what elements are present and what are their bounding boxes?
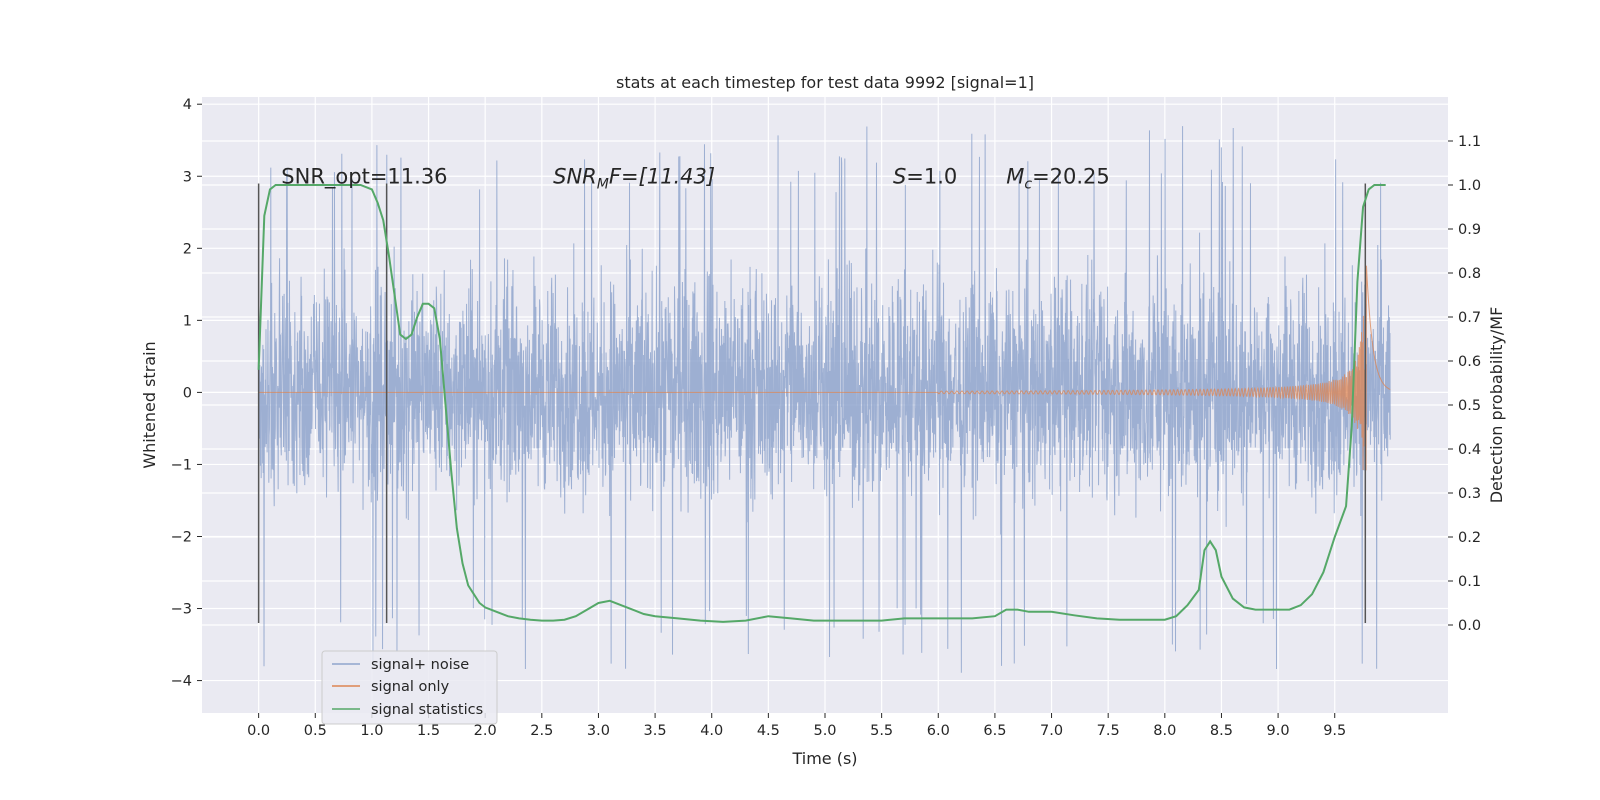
x-tick-label-5: 2.5 bbox=[530, 723, 553, 739]
series-signal-statistics bbox=[257, 184, 1386, 623]
x-tick-label-14: 7.0 bbox=[1040, 723, 1063, 739]
x-tick-label-11: 5.5 bbox=[870, 723, 893, 739]
x-tick-label-19: 9.5 bbox=[1323, 723, 1346, 739]
y2-tick-label-1: 0.1 bbox=[1458, 574, 1481, 590]
legend: signal+ noise signal only signal statist… bbox=[321, 650, 498, 725]
annotation-1-tail: F=[11.43] bbox=[609, 164, 715, 188]
annotation-2-main: S bbox=[893, 164, 906, 188]
x-axis-ticks: 0.0 0.5 1.0 1.5 2.0 2.5 3.0 3.5 4.0 4.5 5.0 5.5 6.0 6… bbox=[247, 713, 1346, 739]
y2-tick-label-0: 0.0 bbox=[1458, 618, 1481, 634]
y-tick-label-2: −2 bbox=[171, 529, 192, 545]
y2-tick-label-10: 1.0 bbox=[1458, 178, 1481, 194]
annotation-2-tail: =1.0 bbox=[906, 164, 957, 188]
y2-tick-label-9: 0.9 bbox=[1458, 222, 1481, 238]
y2-tick-label-2: 0.2 bbox=[1458, 530, 1481, 546]
legend-label-signal-statistics: signal statistics bbox=[371, 702, 483, 718]
y-tick-label-0: −4 bbox=[171, 674, 192, 690]
x-tick-label-17: 8.5 bbox=[1210, 723, 1233, 739]
y-tick-label-1: −3 bbox=[171, 602, 192, 618]
x-tick-label-3: 1.5 bbox=[417, 723, 440, 739]
y-tick-label-8: 4 bbox=[183, 97, 192, 113]
signal-only-trace bbox=[258, 265, 1391, 471]
y-tick-label-6: 2 bbox=[183, 241, 192, 257]
x-tick-label-8: 4.0 bbox=[700, 723, 723, 739]
annotation-0-main: SNR_opt=11.36 bbox=[281, 164, 447, 189]
series-signal-only bbox=[258, 265, 1391, 471]
x-tick-label-4: 2.0 bbox=[474, 723, 497, 739]
x-axis-label: Time (s) bbox=[791, 749, 857, 768]
y-tick-label-3: −1 bbox=[171, 457, 192, 473]
legend-box bbox=[321, 650, 498, 725]
x-tick-label-18: 9.0 bbox=[1267, 723, 1290, 739]
annotations: SNR_opt=11.36 SNRMF=[11.43] S=1.0 Mc=20.25 bbox=[281, 164, 1109, 192]
chart-title: stats at each timestep for test data 999… bbox=[616, 73, 1034, 92]
y-tick-label-4: 0 bbox=[183, 385, 192, 401]
x-tick-label-7: 3.5 bbox=[644, 723, 667, 739]
vertical-markers bbox=[257, 183, 1367, 623]
x-tick-label-2: 1.0 bbox=[360, 723, 383, 739]
annotation-2: S=1.0 bbox=[893, 164, 957, 188]
annotation-1-sub: M bbox=[597, 176, 609, 192]
annotation-0: SNR_opt=11.36 bbox=[281, 164, 447, 189]
signal-statistics-trace bbox=[257, 184, 1386, 623]
y2-tick-label-6: 0.6 bbox=[1458, 354, 1481, 370]
y-axis-label: Whitened strain bbox=[140, 341, 159, 468]
x-tick-label-6: 3.0 bbox=[587, 723, 610, 739]
y2-axis-ticks: 0.0 0.1 0.2 0.3 0.4 0.5 0.6 0.7 0.8 0.9 1.0 1.1 bbox=[1448, 134, 1481, 634]
x-tick-label-15: 7.5 bbox=[1097, 723, 1120, 739]
y2-tick-label-11: 1.1 bbox=[1458, 134, 1481, 150]
legend-label-signal-only: signal only bbox=[371, 679, 450, 695]
y-axis-ticks: −4 −3 −2 −1 0 1 2 3 4 bbox=[171, 97, 202, 690]
annotation-1: SNRMF=[11.43] bbox=[553, 164, 715, 192]
x-tick-label-16: 8.0 bbox=[1153, 723, 1176, 739]
y-tick-label-7: 3 bbox=[183, 169, 192, 185]
y2-tick-label-3: 0.3 bbox=[1458, 486, 1481, 502]
x-tick-label-10: 5.0 bbox=[813, 723, 836, 739]
annotation-3: Mc=20.25 bbox=[1006, 164, 1110, 192]
x-tick-label-9: 4.5 bbox=[757, 723, 780, 739]
annotation-3-sub: c bbox=[1024, 176, 1032, 192]
y-tick-label-5: 1 bbox=[183, 313, 192, 329]
x-tick-label-13: 6.5 bbox=[983, 723, 1006, 739]
y2-tick-label-5: 0.5 bbox=[1458, 398, 1481, 414]
x-tick-label-1: 0.5 bbox=[304, 723, 327, 739]
y2-tick-label-4: 0.4 bbox=[1458, 442, 1481, 458]
y2-axis-label: Detection probability/MF bbox=[1487, 307, 1506, 504]
annotation-3-main: M bbox=[1006, 164, 1024, 188]
x-tick-label-0: 0.0 bbox=[247, 723, 270, 739]
legend-label-signal-noise: signal+ noise bbox=[371, 657, 469, 673]
y2-tick-label-8: 0.8 bbox=[1458, 266, 1481, 282]
y2-tick-label-7: 0.7 bbox=[1458, 310, 1481, 326]
annotation-1-main: SNR bbox=[553, 164, 597, 188]
x-tick-label-12: 6.0 bbox=[927, 723, 950, 739]
annotation-3-tail: =20.25 bbox=[1032, 164, 1110, 188]
